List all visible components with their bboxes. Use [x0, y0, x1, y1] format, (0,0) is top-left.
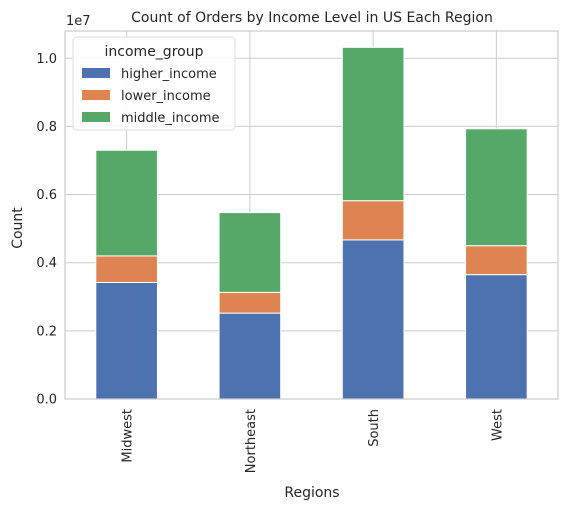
bar-middle-income-northeast — [218, 212, 282, 293]
bar-higher-income-south — [341, 239, 405, 400]
bar-lower-income-west — [465, 245, 528, 276]
y-tick-label: 1.0 — [36, 52, 57, 67]
legend-swatch — [82, 112, 110, 122]
bar-lower-income-midwest — [95, 255, 158, 283]
legend-label: lower_income — [121, 89, 211, 104]
legend-label: middle_income — [121, 111, 220, 126]
y-offset-label: 1e7 — [66, 14, 91, 29]
legend-label: higher_income — [121, 67, 217, 82]
bar-higher-income-midwest — [95, 281, 158, 400]
bar-middle-income-midwest — [95, 149, 158, 257]
x-tick-label: West — [490, 409, 505, 441]
y-tick-label: 0.0 — [36, 393, 57, 408]
x-tick-label: Northeast — [244, 409, 259, 473]
legend-swatch — [82, 90, 110, 100]
bar-lower-income-south — [341, 200, 405, 241]
chart-title: Count of Orders by Income Level in US Ea… — [131, 10, 493, 26]
x-axis-label: Regions — [284, 485, 339, 501]
y-tick-label: 0.8 — [36, 120, 57, 135]
y-tick-label: 0.4 — [36, 256, 57, 271]
bar-higher-income-west — [465, 274, 528, 400]
x-tick-label: Midwest — [121, 409, 136, 463]
plot-frame — [64, 30, 559, 400]
bar-middle-income-south — [341, 46, 405, 202]
bar-middle-income-west — [465, 128, 528, 247]
y-axis-label: Count — [10, 207, 26, 249]
legend-box — [72, 36, 236, 131]
x-tick-label: South — [367, 409, 382, 447]
legend: income_group higher_income lower_incomemid… — [72, 36, 236, 131]
y-tick-label: 0.2 — [36, 324, 57, 339]
y-tick-label: 0.6 — [36, 188, 57, 203]
bar-lower-income-northeast — [218, 291, 282, 314]
legend-swatch — [82, 68, 110, 78]
bar-higher-income-northeast — [218, 312, 282, 400]
plot-area: 0.0 0.2 0.4 0.6 0.8 1.0 Midwest Northeast South W… — [36, 30, 559, 473]
legend-title: income_group — [105, 44, 204, 60]
